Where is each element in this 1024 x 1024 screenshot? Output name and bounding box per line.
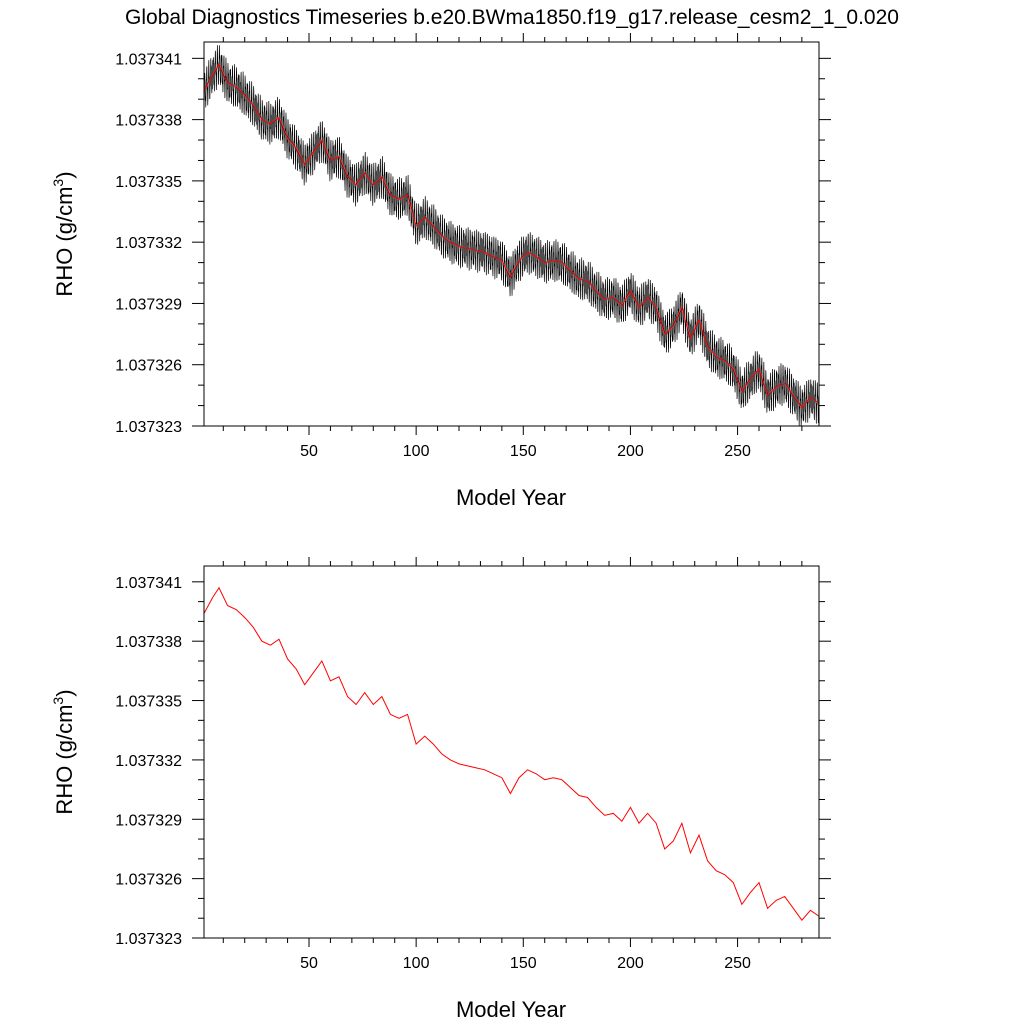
bottom-panel-y-tick-label: 1.037341 (115, 575, 182, 592)
top-panel-y-tick-label: 1.037341 (115, 51, 182, 68)
top-panel-raw-series-line (203, 45, 820, 427)
top-panel-x-tick-label: 200 (617, 443, 644, 460)
top-panel-y-tick-label: 1.037329 (115, 296, 182, 313)
top-panel-x-tick-label: 100 (403, 443, 430, 460)
bottom-panel-smoothed-series-line (203, 586, 820, 921)
bottom-panel-x-tick-label: 150 (510, 955, 537, 972)
bottom-panel-y-axis-label-superscript: 3 (50, 697, 66, 705)
bottom-panel-y-axis-label: RHO (g/cm3) (50, 689, 77, 814)
bottom-panel-y-tick-label: 1.037332 (115, 753, 182, 770)
top-panel-series (203, 45, 820, 427)
top-panel-x-tick-label: 250 (724, 443, 751, 460)
top-panel-y-tick-label: 1.037332 (115, 235, 182, 252)
bottom-panel-x-tick-label: 200 (617, 955, 644, 972)
top-panel-y-axis-label-suffix: ) (52, 171, 77, 178)
bottom-panel-ticks: 50 100 150 200 250 1.037323 1.037326 1.037329 1.… (115, 557, 831, 972)
bottom-panel-y-tick-label: 1.037323 (115, 931, 182, 948)
bottom-panel-x-tick-label: 50 (300, 955, 318, 972)
bottom-panel-y-axis-label-text: RHO (g/cm (52, 705, 77, 815)
bottom-panel-x-axis-label: Model Year (456, 997, 566, 1022)
top-panel-ticks: 50 100 150 200 250 1.037323 1.037326 1.037329 1.… (115, 33, 831, 460)
top-panel-y-axis-label-superscript: 3 (50, 179, 66, 187)
top-panel-y-tick-label: 1.037326 (115, 358, 182, 375)
bottom-panel-series (203, 586, 820, 921)
bottom-panel-y-axis-label-suffix: ) (52, 689, 77, 696)
bottom-panel-y-tick-label: 1.037329 (115, 812, 182, 829)
top-panel-x-tick-label: 50 (300, 443, 318, 460)
bottom-panel-frame (203, 565, 820, 939)
bottom-panel: 50 100 150 200 250 1.037323 1.037326 1.037329 1.… (50, 557, 831, 1022)
bottom-panel-y-tick-label: 1.037335 (115, 694, 182, 711)
top-panel-y-axis-label: RHO (g/cm3) (50, 171, 77, 296)
top-panel-frame (203, 41, 820, 427)
top-panel-y-tick-label: 1.037335 (115, 174, 182, 191)
top-panel-smoothed-series-line (203, 63, 820, 409)
top-panel-y-tick-label: 1.037323 (115, 419, 182, 436)
top-panel-x-axis-label: Model Year (456, 485, 566, 510)
bottom-panel-x-tick-label: 250 (724, 955, 751, 972)
bottom-panel-y-tick-label: 1.037338 (115, 634, 182, 651)
bottom-panel-x-tick-label: 100 (403, 955, 430, 972)
top-panel-y-axis-label-text: RHO (g/cm (52, 187, 77, 297)
top-panel-x-tick-label: 150 (510, 443, 537, 460)
top-panel: 50 100 150 200 250 1.037323 1.037326 1.037329 1.… (50, 33, 831, 510)
figure-title: Global Diagnostics Timeseries b.e20.BWma… (125, 6, 899, 29)
bottom-panel-y-tick-label: 1.037326 (115, 872, 182, 889)
top-panel-y-tick-label: 1.037338 (115, 113, 182, 130)
